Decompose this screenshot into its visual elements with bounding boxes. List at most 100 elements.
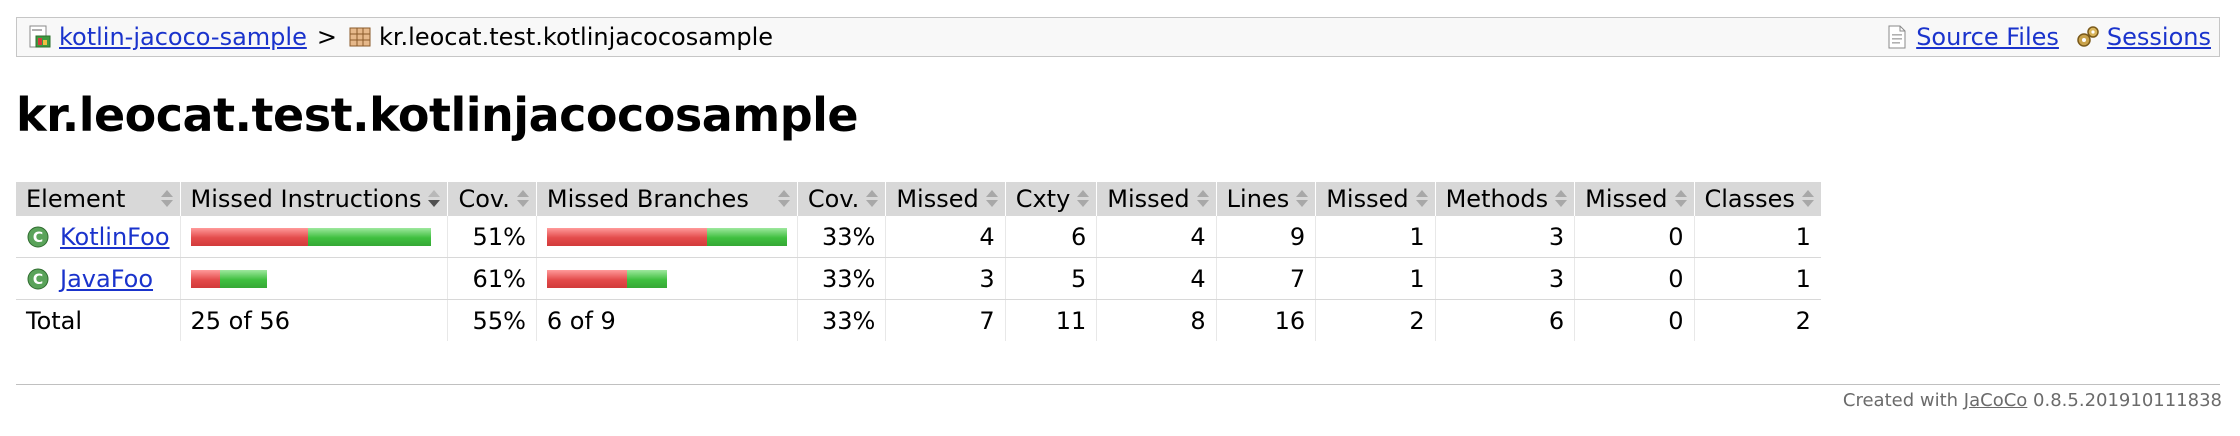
total-cov-branches: 33% — [796, 299, 886, 341]
missed-bar — [546, 269, 627, 288]
header-cov-branches[interactable]: Cov. — [796, 182, 886, 216]
header-label: Element — [26, 185, 126, 213]
cell-missed-methods: 1 — [1315, 257, 1436, 300]
sort-icon — [777, 189, 791, 209]
covered-bar — [219, 269, 267, 288]
cell-cxty: 5 — [1004, 257, 1097, 300]
header-methods[interactable]: Methods — [1434, 182, 1575, 216]
header-label: Lines — [1226, 185, 1290, 213]
sort-icon — [1076, 189, 1090, 209]
sort-icon — [160, 189, 174, 209]
breadcrumb-current-package: kr.leocat.test.kotlinjacocosample — [378, 23, 773, 51]
header-lines[interactable]: Lines — [1215, 182, 1316, 216]
sort-icon — [865, 189, 879, 209]
header-label: Missed — [1585, 185, 1668, 213]
cell-cov-branches: 33% — [796, 257, 886, 300]
header-missed-cxty[interactable]: Missed — [885, 182, 1006, 216]
cell-cov-instructions: 61% — [447, 257, 537, 300]
header-label: Cxty — [1015, 185, 1071, 213]
source-files-link[interactable]: Source Files — [1916, 23, 2059, 51]
header-label: Classes — [1704, 185, 1795, 213]
sort-icon — [1554, 189, 1568, 209]
table-header-row: Element Missed Instructions Cov. Missed … — [16, 182, 1821, 216]
branch-coverage-bar — [546, 269, 787, 288]
cell-branch-bar — [535, 216, 798, 258]
cell-missed-lines: 4 — [1096, 257, 1217, 300]
header-label: Missed — [1326, 185, 1409, 213]
cell-methods: 3 — [1434, 216, 1575, 258]
total-lines: 16 — [1215, 299, 1316, 341]
breadcrumb-separator: > — [316, 23, 337, 51]
covered-bar — [626, 269, 667, 288]
header-label: Methods — [1445, 185, 1549, 213]
covered-bar — [706, 227, 787, 246]
header-missed-classes[interactable]: Missed — [1574, 182, 1694, 216]
cell-branch-bar — [535, 257, 798, 300]
header-label: Missed Branches — [546, 185, 749, 213]
sessions-gear-icon — [2077, 26, 2099, 47]
missed-bar — [190, 269, 220, 288]
instruction-coverage-bar — [190, 269, 438, 288]
sort-icon — [1295, 189, 1309, 209]
header-cxty[interactable]: Cxty — [1004, 182, 1097, 216]
sort-icon — [1196, 189, 1210, 209]
header-label: Missed — [1107, 185, 1190, 213]
header-missed-instructions[interactable]: Missed Instructions — [179, 182, 448, 216]
cell-missed-cxty: 3 — [885, 257, 1006, 300]
total-missed-methods: 2 — [1315, 299, 1436, 341]
total-instructions: 25 of 56 — [179, 299, 448, 341]
cell-lines: 9 — [1215, 216, 1316, 258]
total-branches: 6 of 9 — [535, 299, 798, 341]
total-classes: 2 — [1693, 299, 1821, 341]
sort-icon — [1674, 189, 1688, 209]
header-missed-lines[interactable]: Missed — [1096, 182, 1217, 216]
class-icon: C — [27, 226, 49, 247]
header-label: Cov. — [458, 185, 510, 213]
missed-bar — [190, 227, 308, 246]
cell-element: C KotlinFoo — [16, 216, 180, 258]
header-classes[interactable]: Classes — [1693, 182, 1821, 216]
missed-bar — [546, 227, 707, 246]
cell-missed-methods: 1 — [1315, 216, 1436, 258]
sessions-link[interactable]: Sessions — [2106, 23, 2211, 51]
class-link[interactable]: KotlinFoo — [60, 222, 170, 251]
cell-missed-classes: 0 — [1574, 257, 1694, 300]
header-label: Cov. — [807, 185, 860, 213]
breadcrumb-project-link[interactable]: kotlin-jacoco-sample — [59, 23, 307, 51]
cell-missed-classes: 0 — [1574, 216, 1694, 258]
breadcrumb: kotlin-jacoco-sample > kr.leocat.test.ko… — [16, 17, 2220, 57]
cell-methods: 3 — [1434, 257, 1575, 300]
header-missed-branches[interactable]: Missed Branches — [535, 182, 798, 216]
header-label: Missed Instructions — [190, 185, 422, 213]
sort-icon — [1801, 189, 1815, 209]
cell-lines: 7 — [1215, 257, 1316, 300]
package-icon — [349, 27, 371, 47]
class-icon: C — [27, 268, 49, 289]
source-file-icon — [1888, 25, 1906, 49]
cell-instruction-bar — [179, 257, 448, 300]
cell-cov-branches: 33% — [796, 216, 886, 258]
cell-cxty: 6 — [1004, 216, 1097, 258]
class-link[interactable]: JavaFoo — [60, 264, 154, 293]
footer-divider — [16, 384, 2220, 385]
svg-text:C: C — [33, 272, 43, 288]
total-methods: 6 — [1434, 299, 1575, 341]
total-missed-lines: 8 — [1096, 299, 1217, 341]
header-element[interactable]: Element — [16, 182, 180, 216]
header-cov-instructions[interactable]: Cov. — [447, 182, 537, 216]
sort-icon — [985, 189, 999, 209]
total-missed-cxty: 7 — [885, 299, 1006, 341]
footer-version: 0.8.5.201910111838 — [2033, 390, 2222, 411]
table-row: C JavaFoo 61% 33% 3 5 4 7 1 3 0 1 — [16, 257, 1821, 300]
total-cxty: 11 — [1004, 299, 1097, 341]
coverage-table: Element Missed Instructions Cov. Missed … — [16, 182, 1821, 341]
breadcrumb-actions: Source Files Sessions — [1884, 23, 2219, 51]
covered-bar — [307, 227, 431, 246]
sort-icon — [516, 189, 530, 209]
cell-missed-cxty: 4 — [885, 216, 1006, 258]
header-missed-methods[interactable]: Missed — [1315, 182, 1436, 216]
sort-desc-icon — [427, 189, 441, 209]
report-icon — [29, 25, 51, 48]
jacoco-link[interactable]: JaCoCo — [1963, 390, 2028, 411]
page-title: kr.leocat.test.kotlinjacocosample — [16, 88, 859, 142]
